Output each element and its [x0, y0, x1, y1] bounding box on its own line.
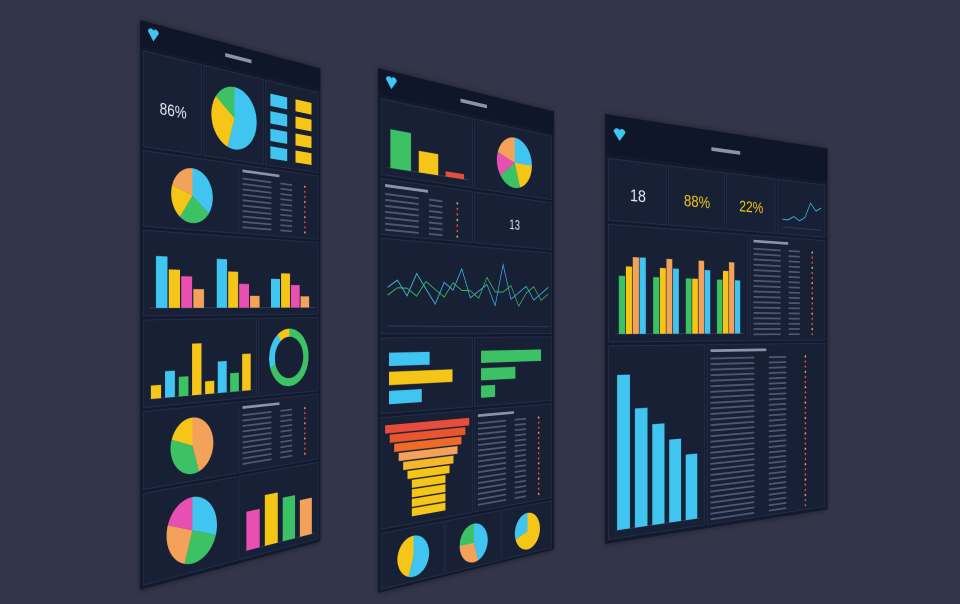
bar	[389, 352, 430, 366]
panel-canvas: 13	[378, 68, 554, 593]
table-cell	[789, 323, 800, 325]
table-cell	[789, 313, 800, 315]
panel-canvas: 18 88% 22%	[605, 114, 827, 544]
table-cell	[789, 307, 800, 309]
bar	[673, 269, 679, 334]
card	[750, 235, 825, 341]
bar	[481, 367, 515, 381]
bar	[228, 271, 238, 307]
bar	[692, 279, 698, 334]
dashboard-panel: 86%	[140, 20, 320, 590]
bar	[246, 509, 259, 551]
bar	[239, 284, 249, 308]
bar	[666, 259, 672, 334]
bar	[390, 129, 411, 171]
bar	[633, 257, 639, 334]
table-row	[753, 312, 780, 314]
bar	[686, 454, 698, 521]
bar	[635, 408, 648, 528]
bar	[179, 376, 189, 396]
table-dot	[811, 313, 813, 315]
bar	[192, 343, 201, 395]
bar	[389, 389, 422, 404]
bar	[271, 279, 280, 308]
kpi-value: 13	[509, 217, 520, 233]
bar	[265, 492, 278, 545]
bar	[617, 375, 630, 531]
table-row	[753, 333, 780, 335]
dashboard-panel: 13	[378, 68, 554, 593]
bar	[151, 385, 161, 399]
bar	[705, 270, 711, 334]
bar	[283, 495, 295, 541]
table-dot	[811, 328, 813, 330]
table-cell	[789, 297, 800, 299]
bar	[242, 354, 250, 391]
table-cell	[789, 328, 800, 330]
bar	[193, 289, 204, 308]
table-dot	[811, 323, 813, 325]
table-cell	[789, 318, 800, 320]
bar	[217, 259, 227, 308]
bar	[250, 296, 260, 308]
table-dot	[811, 318, 813, 320]
bar	[619, 276, 625, 334]
bar	[660, 268, 666, 334]
panel-canvas: 86%	[140, 20, 320, 590]
bar	[729, 262, 734, 333]
bar	[640, 257, 646, 333]
table-dot	[811, 333, 813, 335]
card	[475, 404, 552, 512]
bar	[686, 278, 692, 333]
bar	[169, 269, 180, 308]
bar	[301, 296, 310, 307]
dashboard-panel: 18 88% 22%	[605, 114, 827, 544]
table-cell	[789, 302, 800, 304]
bar	[669, 439, 681, 523]
bar	[626, 266, 632, 334]
bar	[291, 285, 300, 308]
table-row	[753, 323, 780, 325]
bar	[735, 280, 740, 333]
bar	[181, 276, 192, 308]
bar	[300, 498, 312, 537]
table-row	[753, 317, 780, 319]
bar	[481, 385, 495, 398]
bar	[218, 361, 227, 393]
bar	[281, 273, 290, 307]
bar	[653, 277, 659, 334]
bar	[205, 381, 214, 394]
bar	[156, 256, 167, 308]
table-cell	[789, 292, 800, 294]
bar	[165, 371, 175, 398]
bar	[481, 349, 541, 362]
bar	[652, 423, 664, 525]
kpi-value: 22%	[739, 198, 763, 217]
bar	[698, 261, 704, 334]
bar	[717, 280, 722, 334]
page: 86% 13 1888%22% (() => { const data = JS…	[0, 0, 960, 604]
table-cell	[789, 333, 800, 335]
kpi-value: 88%	[684, 192, 710, 212]
table-row	[753, 328, 780, 330]
card	[707, 343, 825, 524]
bar	[230, 373, 239, 392]
kpi-value: 18	[630, 186, 646, 206]
bar	[723, 271, 728, 334]
bar	[419, 151, 438, 176]
